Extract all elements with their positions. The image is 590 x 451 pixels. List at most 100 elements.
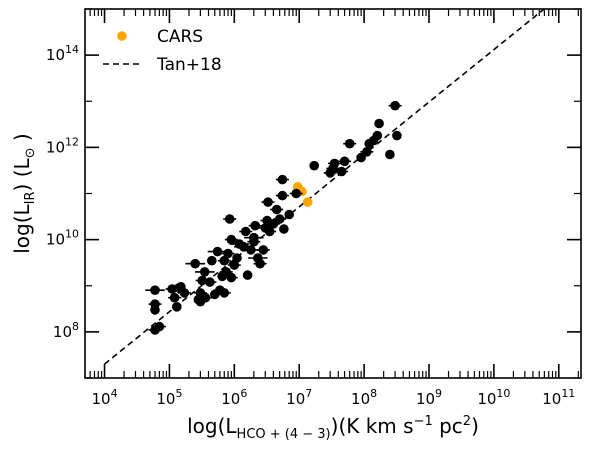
tan-18-point	[329, 158, 340, 169]
y-axis-label-text: ) (L	[10, 157, 34, 191]
tan-18-point	[246, 245, 256, 255]
y-tick-label: 1010	[46, 228, 79, 249]
tan-18-point	[250, 220, 260, 231]
tan-18-point	[226, 234, 237, 245]
y-tick-exponent: 8	[72, 320, 79, 333]
tan-18-point	[291, 188, 302, 199]
x-tick-exponent: 5	[175, 387, 182, 400]
tan-18-point	[150, 285, 160, 296]
x-tick-label: 106	[221, 387, 247, 408]
x-tick-exponent: 10	[496, 387, 510, 400]
tan-18-point	[258, 245, 269, 255]
y-tick-base: 10	[46, 231, 65, 249]
y-tick-label: 1014	[46, 43, 79, 64]
tan-18-point	[219, 255, 230, 266]
tan-18-point	[242, 270, 253, 280]
tan-18-point	[190, 258, 200, 269]
x-tick-label: 104	[91, 387, 117, 408]
tan-18-point	[219, 288, 230, 298]
y-tick-exponent: 10	[65, 228, 79, 241]
y-tick-base: 10	[46, 138, 65, 156]
tan-18-point	[271, 204, 282, 215]
tan-18-point	[197, 275, 207, 286]
x-tick-label: 108	[351, 387, 377, 408]
tan-18-point	[277, 174, 288, 185]
tan-18-point	[385, 149, 395, 160]
tan-18-point	[224, 214, 235, 224]
x-axis-label-subscript: HCO + (4 − 3)	[237, 427, 331, 442]
x-axis-label-text: )(K km s	[331, 414, 414, 438]
x-axis-label-superscript: 2	[463, 414, 471, 429]
x-tick-base: 10	[351, 390, 370, 408]
tan-18-point	[263, 197, 273, 207]
legend-marker-cars	[117, 31, 127, 41]
cars-point	[302, 197, 313, 207]
tan-18-point	[240, 226, 251, 237]
tan-18-point	[372, 130, 383, 141]
y-axis-label-text: )	[10, 133, 34, 147]
tan-18-point	[279, 224, 289, 234]
x-tick-base: 10	[542, 390, 561, 408]
tan-18-point	[249, 232, 259, 243]
tan-18-point	[179, 288, 190, 298]
x-axis-label: log(LHCO + (4 − 3))(K km s−1 pc2)	[187, 414, 479, 442]
y-axis-label-text: log(L	[10, 203, 34, 253]
tan-18-point	[336, 166, 347, 177]
tan-18-point	[339, 156, 350, 167]
tan-18-point	[172, 302, 182, 312]
tan-18-point	[255, 258, 265, 269]
tan-18-point	[199, 267, 210, 277]
x-tick-label: 1010	[477, 387, 510, 408]
tan-18-point	[344, 138, 355, 149]
x-tick-base: 10	[221, 390, 240, 408]
x-tick-base: 10	[416, 390, 435, 408]
legend: CARS Tan+18	[103, 27, 222, 75]
x-tick-exponent: 7	[305, 387, 312, 400]
tan-18-point	[392, 130, 402, 141]
tan-18-point	[205, 277, 215, 287]
axes: 104 105 106 107 108 109 1010 101110810101012101…	[10, 8, 582, 442]
y-tick-exponent: 14	[65, 43, 79, 56]
x-axis-label-superscript: −1	[414, 414, 433, 429]
x-tick-base: 10	[477, 390, 496, 408]
y-tick-label: 108	[53, 320, 79, 341]
y-axis-label: log(LIR) (L⊙ )	[10, 133, 38, 254]
tan-18-point	[390, 100, 400, 111]
tan-18-point	[154, 321, 165, 332]
y-tick-exponent: 12	[65, 135, 79, 148]
tan-18-point	[223, 248, 233, 259]
x-axis-label-text: pc	[433, 414, 463, 438]
x-tick-label: 105	[156, 387, 182, 408]
x-tick-exponent: 8	[370, 387, 377, 400]
tan-18-point	[169, 292, 180, 303]
x-tick-base: 10	[91, 390, 110, 408]
tan-18-point	[309, 160, 320, 171]
tan-18-point	[150, 305, 160, 315]
plot-content	[103, 9, 546, 365]
tan-18-point	[264, 226, 275, 237]
x-axis-label-text: log(L	[187, 414, 237, 438]
x-tick-label: 1011	[542, 387, 575, 408]
y-axis-label-subscript: IR	[23, 191, 38, 204]
tan-18-point	[284, 209, 295, 220]
tan-18-point	[226, 272, 237, 283]
x-tick-label: 107	[286, 387, 312, 408]
x-axis-label-text: )	[471, 414, 479, 438]
y-tick-base: 10	[46, 46, 65, 64]
legend-label: CARS	[157, 27, 203, 47]
x-tick-exponent: 6	[240, 387, 247, 400]
y-tick-base: 10	[53, 323, 72, 341]
fit-line	[103, 9, 546, 365]
x-tick-base: 10	[156, 390, 175, 408]
tan-18-point	[374, 118, 384, 129]
tan-18-point	[207, 255, 217, 266]
tan-18-point	[212, 246, 223, 257]
plot-area	[103, 9, 546, 365]
x-tick-exponent: 4	[111, 387, 118, 400]
tan-18-point	[277, 190, 288, 201]
x-tick-base: 10	[286, 390, 305, 408]
tan-18-point	[200, 292, 211, 303]
y-axis-label-subscript: ⊙	[23, 147, 38, 158]
x-tick-exponent: 11	[561, 387, 575, 400]
